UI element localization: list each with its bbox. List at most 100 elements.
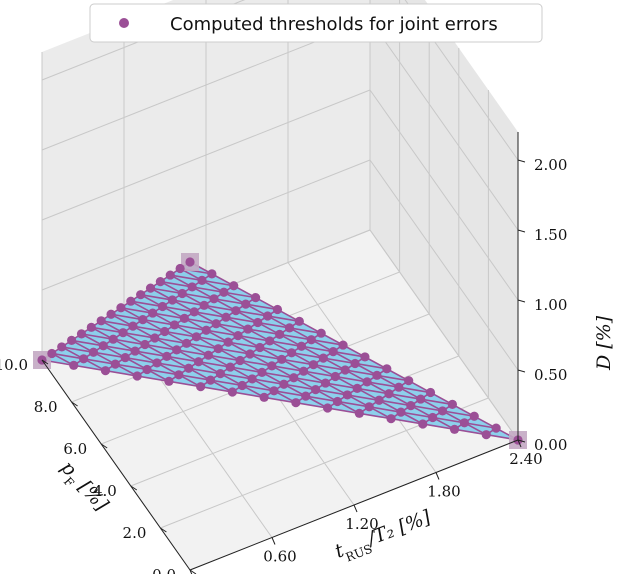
data-point bbox=[428, 412, 438, 423]
tick-label-trus: 0.60 bbox=[263, 548, 296, 566]
data-point bbox=[316, 328, 326, 338]
data-point bbox=[47, 348, 57, 359]
data-point bbox=[221, 312, 231, 322]
tick-mark-pf bbox=[100, 443, 108, 449]
tick-label-d: 2.00 bbox=[534, 156, 567, 174]
data-point bbox=[207, 269, 217, 279]
mesh-line bbox=[41, 359, 519, 441]
tick-label-pf: 0.0 bbox=[152, 566, 176, 574]
data-point bbox=[229, 281, 239, 291]
tick-mark-trus bbox=[271, 537, 276, 545]
grid-line-d bbox=[369, 19, 519, 231]
tick-label-pf: 4.0 bbox=[93, 482, 117, 500]
data-point bbox=[132, 371, 142, 381]
data-point bbox=[177, 288, 187, 299]
data-point bbox=[404, 376, 414, 386]
data-point bbox=[86, 322, 96, 332]
data-point bbox=[418, 419, 428, 429]
tick-mark-d bbox=[517, 439, 526, 443]
data-point bbox=[157, 301, 168, 312]
tick-label-trus: 1.80 bbox=[427, 483, 460, 501]
data-point bbox=[342, 390, 352, 400]
data-point bbox=[126, 296, 136, 306]
data-point bbox=[235, 355, 245, 366]
data-point bbox=[138, 315, 148, 325]
data-points bbox=[33, 253, 527, 449]
grid-line-d bbox=[41, 159, 371, 291]
mesh-line bbox=[61, 346, 475, 418]
data-point bbox=[175, 263, 185, 274]
mesh-line bbox=[41, 261, 191, 361]
data-point bbox=[165, 270, 175, 280]
data-point bbox=[384, 389, 394, 399]
data-point bbox=[187, 282, 197, 292]
data-point bbox=[116, 303, 126, 313]
data-point bbox=[191, 332, 201, 342]
data-point bbox=[396, 407, 406, 417]
data-point bbox=[289, 373, 299, 383]
data-point bbox=[110, 359, 120, 369]
data-point bbox=[227, 387, 237, 397]
grid-line-d bbox=[404, 0, 519, 161]
mesh-line bbox=[189, 261, 519, 441]
tick-mark-d bbox=[517, 229, 526, 233]
data-point bbox=[179, 313, 189, 323]
data-point bbox=[269, 386, 279, 396]
tick-mark-pf bbox=[71, 401, 78, 407]
data-point bbox=[386, 414, 396, 424]
data-point bbox=[160, 326, 170, 337]
data-point bbox=[243, 324, 253, 334]
tick-mark-pf bbox=[189, 569, 197, 574]
data-point bbox=[338, 340, 348, 350]
tick-label-d: 1.50 bbox=[534, 226, 567, 244]
data-point bbox=[155, 277, 165, 287]
data-point bbox=[416, 394, 426, 404]
data-point bbox=[332, 396, 343, 407]
tick-mark-trus bbox=[517, 439, 522, 448]
mesh-line bbox=[231, 332, 322, 393]
data-point bbox=[301, 391, 311, 401]
data-point bbox=[265, 336, 275, 346]
data-point bbox=[88, 347, 99, 357]
data-point bbox=[251, 293, 261, 303]
data-point bbox=[140, 339, 150, 350]
legend: Computed thresholds for joint errors bbox=[89, 3, 543, 43]
mesh-line bbox=[130, 300, 328, 409]
tick-label-trus: 2.40 bbox=[509, 450, 542, 468]
tick-label-trus: 1.20 bbox=[345, 515, 378, 533]
data-point bbox=[241, 299, 251, 309]
tick-label-pf: 10.0 bbox=[0, 356, 28, 374]
data-point bbox=[296, 341, 307, 351]
data-point bbox=[350, 358, 360, 369]
data-point bbox=[150, 333, 160, 343]
tick-label-d: 1.00 bbox=[534, 296, 567, 314]
data-point bbox=[320, 378, 331, 388]
legend-box bbox=[89, 3, 543, 43]
data-point bbox=[100, 366, 111, 376]
legend-marker bbox=[119, 18, 129, 28]
tick-label-pf: 8.0 bbox=[34, 398, 58, 416]
data-point bbox=[205, 375, 216, 385]
data-point bbox=[328, 347, 338, 357]
data-point bbox=[323, 403, 333, 413]
grid-line-d bbox=[369, 229, 519, 441]
tick-label-pf: 2.0 bbox=[123, 524, 147, 542]
data-point bbox=[247, 374, 257, 384]
data-point bbox=[272, 304, 283, 315]
data-point bbox=[118, 328, 128, 338]
axis-line-pf bbox=[41, 359, 191, 571]
data-point bbox=[406, 401, 416, 411]
data-point bbox=[308, 360, 319, 370]
data-point bbox=[237, 380, 247, 391]
data-point bbox=[76, 329, 87, 339]
tick-label-d: 0.50 bbox=[534, 366, 567, 384]
data-point bbox=[225, 362, 235, 372]
data-point bbox=[209, 294, 219, 304]
data-point bbox=[267, 361, 277, 371]
data-point bbox=[79, 354, 89, 364]
data-point bbox=[142, 364, 152, 375]
data-point bbox=[306, 335, 316, 345]
data-point bbox=[318, 353, 328, 363]
data-point bbox=[145, 283, 156, 293]
